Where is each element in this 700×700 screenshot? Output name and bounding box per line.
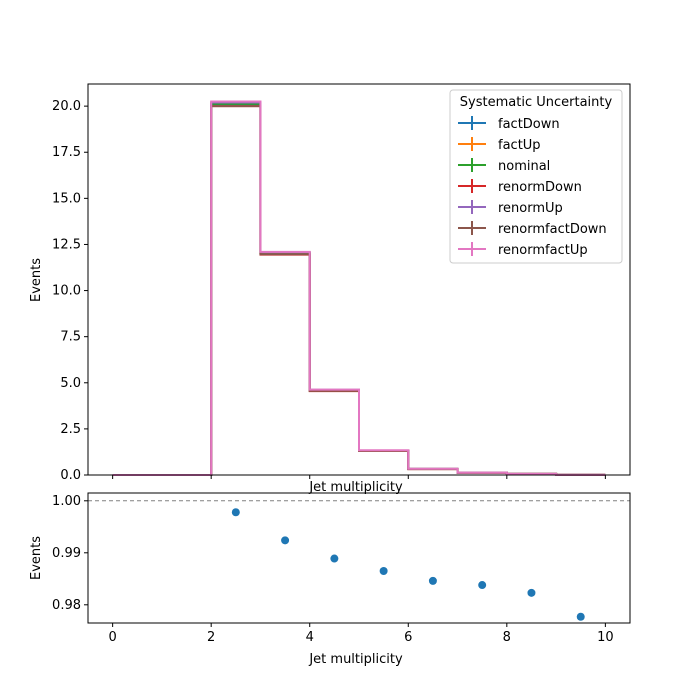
top-y-tick-label: 7.5	[60, 330, 81, 345]
ratio-panel: 0 2 4 6 8 10 0.98 0.99 1.00 Jet multiplicity Ev…	[29, 492, 631, 667]
ratio-point	[281, 536, 290, 545]
ratio-point	[428, 576, 437, 585]
legend-label-renormUp: renormUp	[498, 201, 563, 216]
ratio-points-group	[231, 508, 585, 621]
ratio-point	[478, 581, 487, 590]
top-y-tick-label: 17.5	[52, 145, 81, 160]
histogram-series-group	[112, 100, 606, 476]
top-x-ticks	[112, 475, 606, 479]
ratio-point	[379, 567, 388, 575]
ratio-point	[330, 554, 339, 563]
top-y-tick-label: 5.0	[60, 376, 81, 391]
top-x-axis-label: Jet multiplicity	[308, 480, 403, 495]
series-line-renormfactUp	[112, 100, 606, 476]
bottom-x-tick-label: 10	[597, 630, 614, 645]
bottom-axes-frame	[87, 492, 631, 624]
legend-box	[449, 89, 623, 264]
legend-label-renormfactUp: renormfactUp	[498, 243, 588, 258]
bottom-y-tick-label: 1.00	[52, 494, 81, 509]
bottom-x-tick-label: 2	[207, 630, 215, 645]
bottom-y-axis-label: Events	[29, 536, 44, 580]
bottom-x-tick-label: 6	[404, 630, 412, 645]
bottom-x-tick-label: 0	[108, 630, 116, 645]
legend-label-renormDown: renormDown	[498, 180, 582, 195]
top-y-ticks: 0.0 2.5 5.0 7.5 10.0 12.5 15.0 17.5 20.0	[52, 99, 88, 483]
bottom-y-ticks: 0.98 0.99 1.00	[52, 494, 88, 613]
legend-label-renormfactDown: renormfactDown	[498, 222, 607, 237]
legend-label-factUp: factUp	[498, 138, 541, 153]
ratio-point	[231, 508, 240, 517]
bottom-x-axis-label: Jet multiplicity	[308, 652, 403, 667]
top-y-tick-label: 20.0	[52, 99, 81, 114]
legend: Systematic Uncertainty factDown factUp nomi…	[449, 89, 623, 264]
top-y-tick-label: 12.5	[52, 237, 81, 252]
legend-label-nominal: nominal	[498, 159, 550, 174]
bottom-x-tick-label: 8	[503, 630, 511, 645]
top-y-tick-label: 10.0	[52, 284, 81, 299]
top-axes-frame	[87, 83, 631, 476]
top-y-tick-label: 2.5	[60, 422, 81, 437]
ratio-point	[527, 588, 536, 597]
legend-title: Systematic Uncertainty	[460, 95, 613, 110]
bottom-y-tick-label: 0.98	[52, 598, 81, 613]
top-y-tick-label: 0.0	[60, 468, 81, 483]
top-y-tick-label: 15.0	[52, 191, 81, 206]
bottom-x-tick-label: 4	[306, 630, 314, 645]
bottom-x-ticks: 0 2 4 6 8 10	[108, 623, 614, 645]
legend-label-factDown: factDown	[498, 117, 560, 132]
ratio-point	[576, 612, 585, 621]
main-histogram-panel: 0.0 2.5 5.0 7.5 10.0 12.5 15.0 17.5 20.0 Jet mul…	[29, 83, 631, 495]
top-y-axis-label: Events	[29, 258, 44, 302]
bottom-y-tick-label: 0.99	[52, 546, 81, 561]
